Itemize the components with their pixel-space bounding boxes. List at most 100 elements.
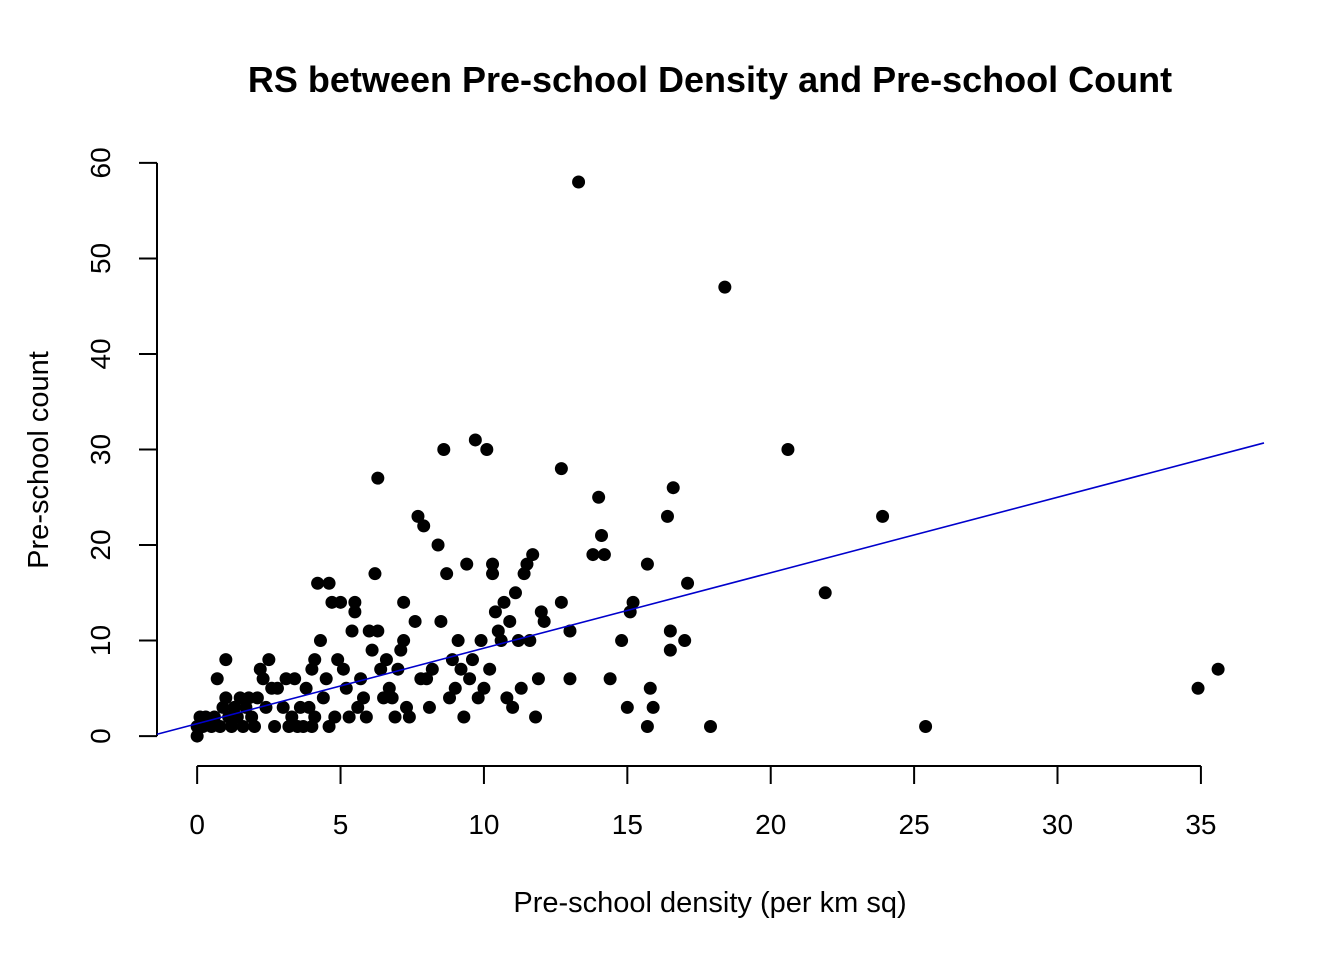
data-point	[345, 624, 359, 638]
data-point	[236, 720, 250, 734]
regression-line	[156, 442, 1265, 735]
data-point	[919, 720, 933, 734]
x-tick-label: 20	[755, 809, 786, 840]
data-point	[781, 443, 795, 456]
data-point	[615, 634, 629, 648]
data-point	[465, 653, 479, 667]
data-point	[603, 672, 617, 686]
y-axis-label: Pre-school count	[23, 351, 55, 569]
data-point	[514, 681, 528, 695]
data-point	[322, 576, 336, 590]
data-point	[316, 691, 330, 705]
data-point	[681, 576, 695, 590]
data-point	[420, 672, 434, 686]
data-point	[531, 672, 545, 686]
data-point	[302, 700, 316, 714]
data-point	[477, 681, 491, 695]
data-point	[276, 700, 290, 714]
data-point	[397, 634, 411, 648]
data-point	[586, 548, 600, 562]
data-point	[500, 691, 514, 705]
data-point	[448, 681, 462, 695]
data-point	[1191, 681, 1205, 695]
data-point	[457, 710, 471, 724]
data-point	[592, 490, 606, 504]
data-point	[313, 634, 327, 648]
data-point	[270, 681, 284, 695]
data-point	[388, 710, 402, 724]
data-point	[597, 548, 611, 562]
data-point	[371, 471, 385, 485]
data-point	[288, 672, 302, 686]
data-point	[468, 433, 482, 447]
data-point	[334, 595, 348, 609]
data-point	[411, 509, 425, 523]
data-point	[666, 481, 680, 495]
data-point	[471, 691, 485, 705]
y-tick-label: 20	[85, 529, 116, 560]
data-point	[595, 528, 609, 542]
data-point	[356, 691, 370, 705]
data-point	[351, 700, 365, 714]
data-point	[434, 614, 448, 628]
data-point	[248, 720, 262, 734]
data-point	[328, 710, 342, 724]
data-point	[365, 643, 379, 657]
x-axis-label: Pre-school density (per km sq)	[513, 887, 906, 919]
x-axis: 0 5 10 15 20 25 30 35	[189, 765, 1216, 840]
data-point	[311, 576, 325, 590]
data-point	[308, 653, 322, 667]
y-tick-label: 0	[85, 728, 116, 744]
data-point	[408, 614, 422, 628]
data-point	[497, 595, 511, 609]
data-point	[663, 643, 677, 657]
data-point	[660, 509, 674, 523]
data-point	[268, 720, 282, 734]
data-point	[474, 634, 488, 648]
data-point	[640, 557, 654, 571]
data-point	[483, 662, 497, 676]
x-tick-label: 10	[468, 809, 499, 840]
data-point	[646, 700, 660, 714]
data-point	[511, 634, 525, 648]
data-point	[643, 681, 657, 695]
data-point	[454, 662, 468, 676]
data-point	[385, 691, 399, 705]
x-tick-label: 30	[1042, 809, 1073, 840]
data-point	[572, 175, 586, 189]
data-point	[718, 280, 732, 294]
x-tick-label: 15	[612, 809, 643, 840]
data-point	[620, 700, 634, 714]
data-point	[322, 720, 336, 734]
x-tick-label: 25	[899, 809, 930, 840]
data-point	[526, 548, 540, 562]
y-tick-label: 60	[85, 147, 116, 178]
data-point	[626, 595, 640, 609]
y-axis: 0 10 20 30 40 50 60	[85, 147, 158, 744]
data-point	[529, 710, 543, 724]
data-point	[451, 634, 465, 648]
data-point	[402, 710, 416, 724]
data-point	[440, 567, 454, 581]
data-point	[460, 557, 474, 571]
data-point	[422, 700, 436, 714]
data-point	[342, 710, 356, 724]
data-point	[359, 710, 373, 724]
data-point	[262, 653, 276, 667]
data-point	[488, 605, 502, 619]
data-point	[213, 720, 227, 734]
data-points	[190, 175, 1225, 743]
data-point	[554, 595, 568, 609]
data-point	[563, 624, 577, 638]
y-tick-label: 40	[85, 338, 116, 369]
data-point	[256, 672, 270, 686]
data-point	[554, 462, 568, 476]
data-point	[663, 624, 677, 638]
x-tick-label: 35	[1185, 809, 1216, 840]
y-tick-label: 30	[85, 434, 116, 465]
data-point	[537, 614, 551, 628]
data-point	[417, 519, 431, 533]
data-point	[299, 681, 313, 695]
data-point	[486, 557, 500, 571]
